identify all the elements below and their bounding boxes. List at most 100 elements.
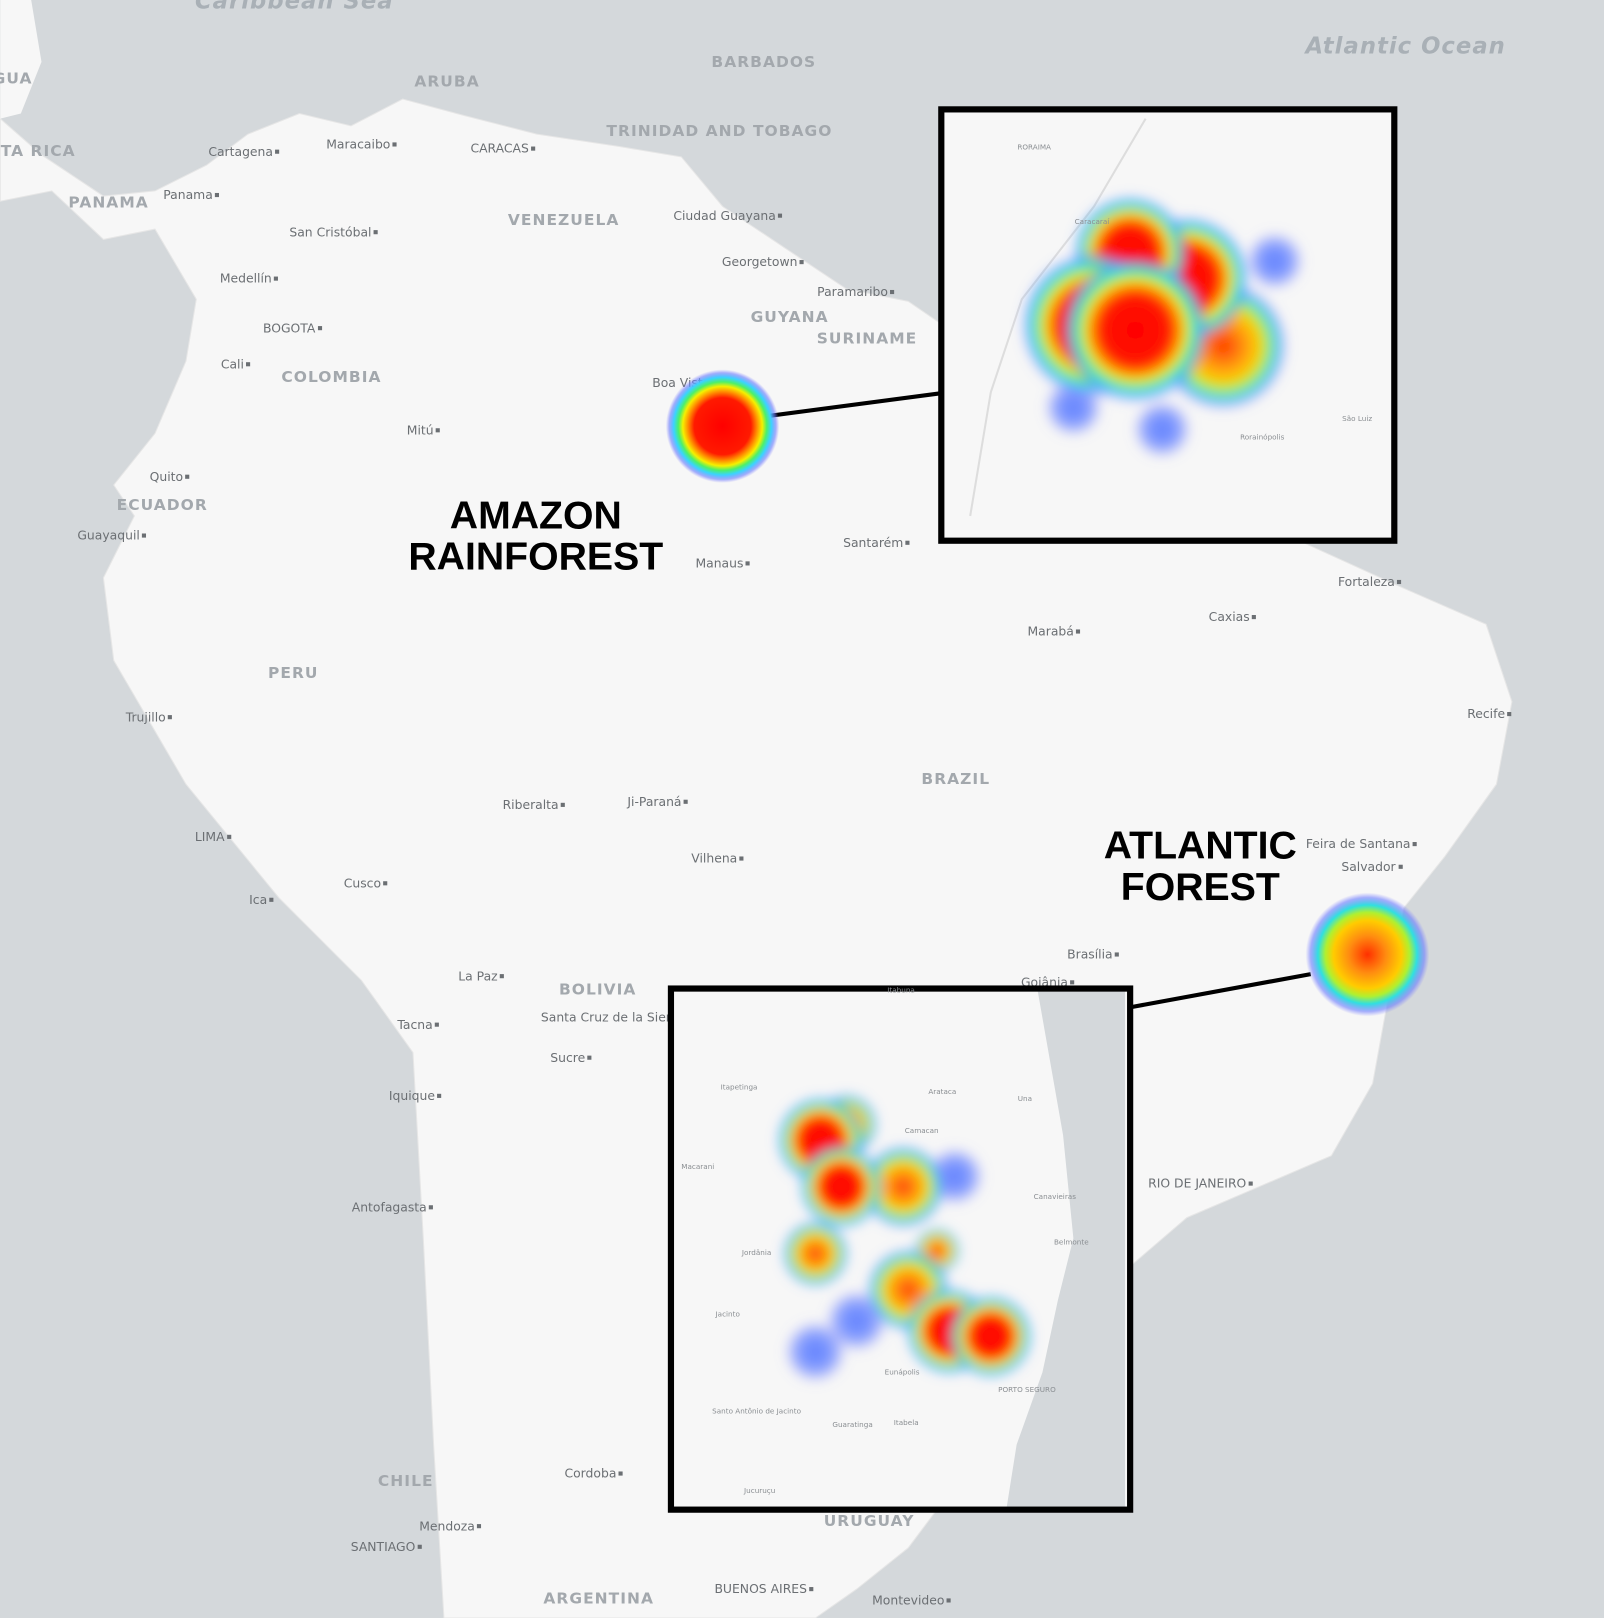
country-label: TRINIDAD AND TOBAGO [606,122,832,140]
inset-label: Itapetinga [721,1083,758,1092]
city-label: Riberalta [503,798,559,812]
country-label: ECUADOR [117,496,208,514]
inset-label: Santo Antônio de Jacinto [712,1407,801,1416]
city-label: Caxias [1209,610,1250,624]
city-label: Ica [249,893,267,907]
city-label: Mendoza [419,1519,475,1533]
city-marker [167,715,172,720]
city-marker [618,1471,623,1476]
inset-label: Belmonte [1054,1237,1089,1246]
city-marker [499,974,504,979]
city-marker [1396,579,1402,585]
city-marker [809,1587,814,1592]
city-label: Cordoba [564,1467,616,1481]
city-marker [946,1598,951,1603]
city-label: Georgetown [722,255,798,269]
city-label: CARACAS [470,142,529,156]
city-marker [799,260,804,265]
city-label: Guayaquil [77,529,140,543]
city-label: Recife [1467,707,1505,721]
city-label: Mitú [407,423,434,437]
city-label: Salvador [1341,860,1396,874]
city-marker [246,362,251,367]
city-marker [745,561,750,566]
city-marker [531,146,536,151]
inset-label: RORAIMA [1017,143,1051,152]
city-marker [905,540,910,545]
city-label: Sucre [550,1051,585,1065]
city-marker [269,897,274,902]
inset-label: Camacan [905,1126,939,1135]
city-marker [392,142,397,147]
callout-title: ATLANTIC [1104,825,1297,868]
city-marker [383,881,388,886]
country-label: GUA [0,70,33,88]
city-marker [214,192,219,198]
inset-label: Macarani [681,1162,714,1171]
inset-label: Una [1018,1094,1032,1103]
inset-label: Jucuruçu [743,1486,775,1495]
city-marker [227,834,232,839]
country-label: COLOMBIA [281,368,381,386]
country-label: PERU [268,664,319,682]
city-marker [275,149,280,154]
country-label: GUYANA [751,308,829,326]
city-marker [1398,864,1403,869]
inset-frame [667,985,1134,1513]
city-label: Ji-Paraná [626,795,681,809]
city-marker [1070,980,1075,985]
city-label: RIO DE JANEIRO [1148,1177,1246,1191]
city-label: Maracaibo [326,138,390,152]
city-marker [417,1544,422,1549]
city-label: Tacna [396,1018,432,1032]
city-label: Brasília [1067,948,1113,962]
city-label: Santarém [843,536,903,550]
inset-label: Rorainópolis [1240,433,1285,442]
heat-spot [665,369,780,483]
city-marker [1507,712,1512,717]
inset-label: Jacinto [715,1310,741,1319]
city-label: Quito [150,470,183,484]
central-america [0,0,42,119]
country-label: URUGUAY [824,1512,915,1530]
country-label: BRAZIL [921,770,990,788]
city-label: Medellín [220,272,272,286]
inset-label: Arataca [928,1087,956,1096]
inset-sea [1006,988,1125,1510]
city-label: Montevideo [872,1594,944,1608]
country-label: VENEZUELA [508,211,620,229]
country-label: BARBADOS [711,53,816,71]
inset-label: Canavieiras [1034,1192,1077,1201]
city-marker [373,230,378,235]
city-label: Panama [163,188,213,202]
city-label: LIMA [195,830,225,844]
inset-frame [938,106,1398,544]
city-label: Cusco [344,876,381,890]
city-marker [435,428,440,433]
connector [761,391,942,419]
city-label: Paramaribo [817,285,888,299]
city-marker [437,1093,442,1098]
country-label: PANAMA [68,193,148,211]
city-label: La Paz [458,969,497,983]
city-label: Marabá [1027,625,1073,639]
city-label: Feira de Santana [1306,837,1411,851]
city-label: Cali [221,357,244,371]
city-marker [890,289,895,295]
ocean-label: Atlantic Ocean [1303,34,1505,60]
inset-label: PORTO SEGURO [998,1385,1056,1394]
callout-title: AMAZON [450,494,622,537]
city-label: Ciudad Guayana [673,209,776,223]
city-marker [273,276,278,281]
city-marker [560,802,565,807]
country-label: COSTA RICA [0,142,76,160]
city-label: Trujillo [125,710,166,724]
city-marker [317,326,323,331]
city-label: Santa Cruz de la Sierra [541,1011,683,1025]
city-marker [1248,1181,1253,1186]
inset-label: Eunápolis [885,1367,920,1376]
city-label: SANTIAGO [351,1540,416,1554]
inset-label: Caracaraí [1075,217,1111,226]
country-label: ARGENTINA [543,1590,654,1608]
